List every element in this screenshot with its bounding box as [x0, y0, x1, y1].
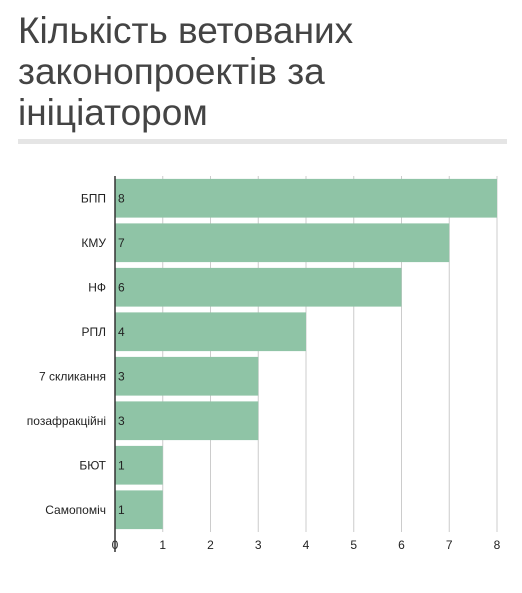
category-label: 7 скликання: [39, 369, 106, 383]
data-label: 1: [118, 503, 125, 517]
data-label: 1: [118, 458, 125, 472]
data-label: 6: [118, 280, 125, 294]
data-label: 8: [118, 191, 125, 205]
data-label: 7: [118, 236, 125, 250]
bar: [115, 223, 450, 263]
data-label: 4: [118, 325, 125, 339]
category-label: РПЛ: [81, 325, 106, 339]
x-tick-label: 2: [207, 538, 214, 552]
x-tick-label: 6: [398, 538, 405, 552]
category-label: НФ: [88, 280, 106, 294]
x-tick-labels: 012345678: [112, 538, 501, 552]
bar: [115, 401, 259, 441]
bar: [115, 445, 163, 485]
x-tick-label: 7: [446, 538, 453, 552]
x-tick-label: 4: [303, 538, 310, 552]
bar: [115, 178, 497, 218]
data-label: 3: [118, 369, 125, 383]
title-divider: [18, 139, 507, 144]
bar: [115, 490, 163, 530]
category-label: БЮТ: [79, 458, 106, 472]
x-tick-label: 8: [494, 538, 501, 552]
x-tick-label: 1: [159, 538, 166, 552]
value-labels: 8 7 6 4 3 3 1 1: [118, 191, 125, 517]
bars: [115, 178, 497, 530]
category-label: Самопоміч: [45, 503, 106, 517]
bar: [115, 267, 402, 307]
chart-title: Кількість ветованих законопроектів за ін…: [18, 10, 354, 133]
bar: [115, 312, 306, 352]
data-label: 3: [118, 414, 125, 428]
bar: [115, 356, 259, 396]
category-label: КМУ: [81, 236, 106, 250]
x-tick-label: 5: [350, 538, 357, 552]
category-label: позафракційні: [27, 414, 106, 428]
category-labels: БПП КМУ НФ РПЛ 7 скликання позафракційні БЮТ Са…: [27, 191, 107, 517]
x-tick-label: 3: [255, 538, 262, 552]
category-label: БПП: [81, 191, 106, 205]
